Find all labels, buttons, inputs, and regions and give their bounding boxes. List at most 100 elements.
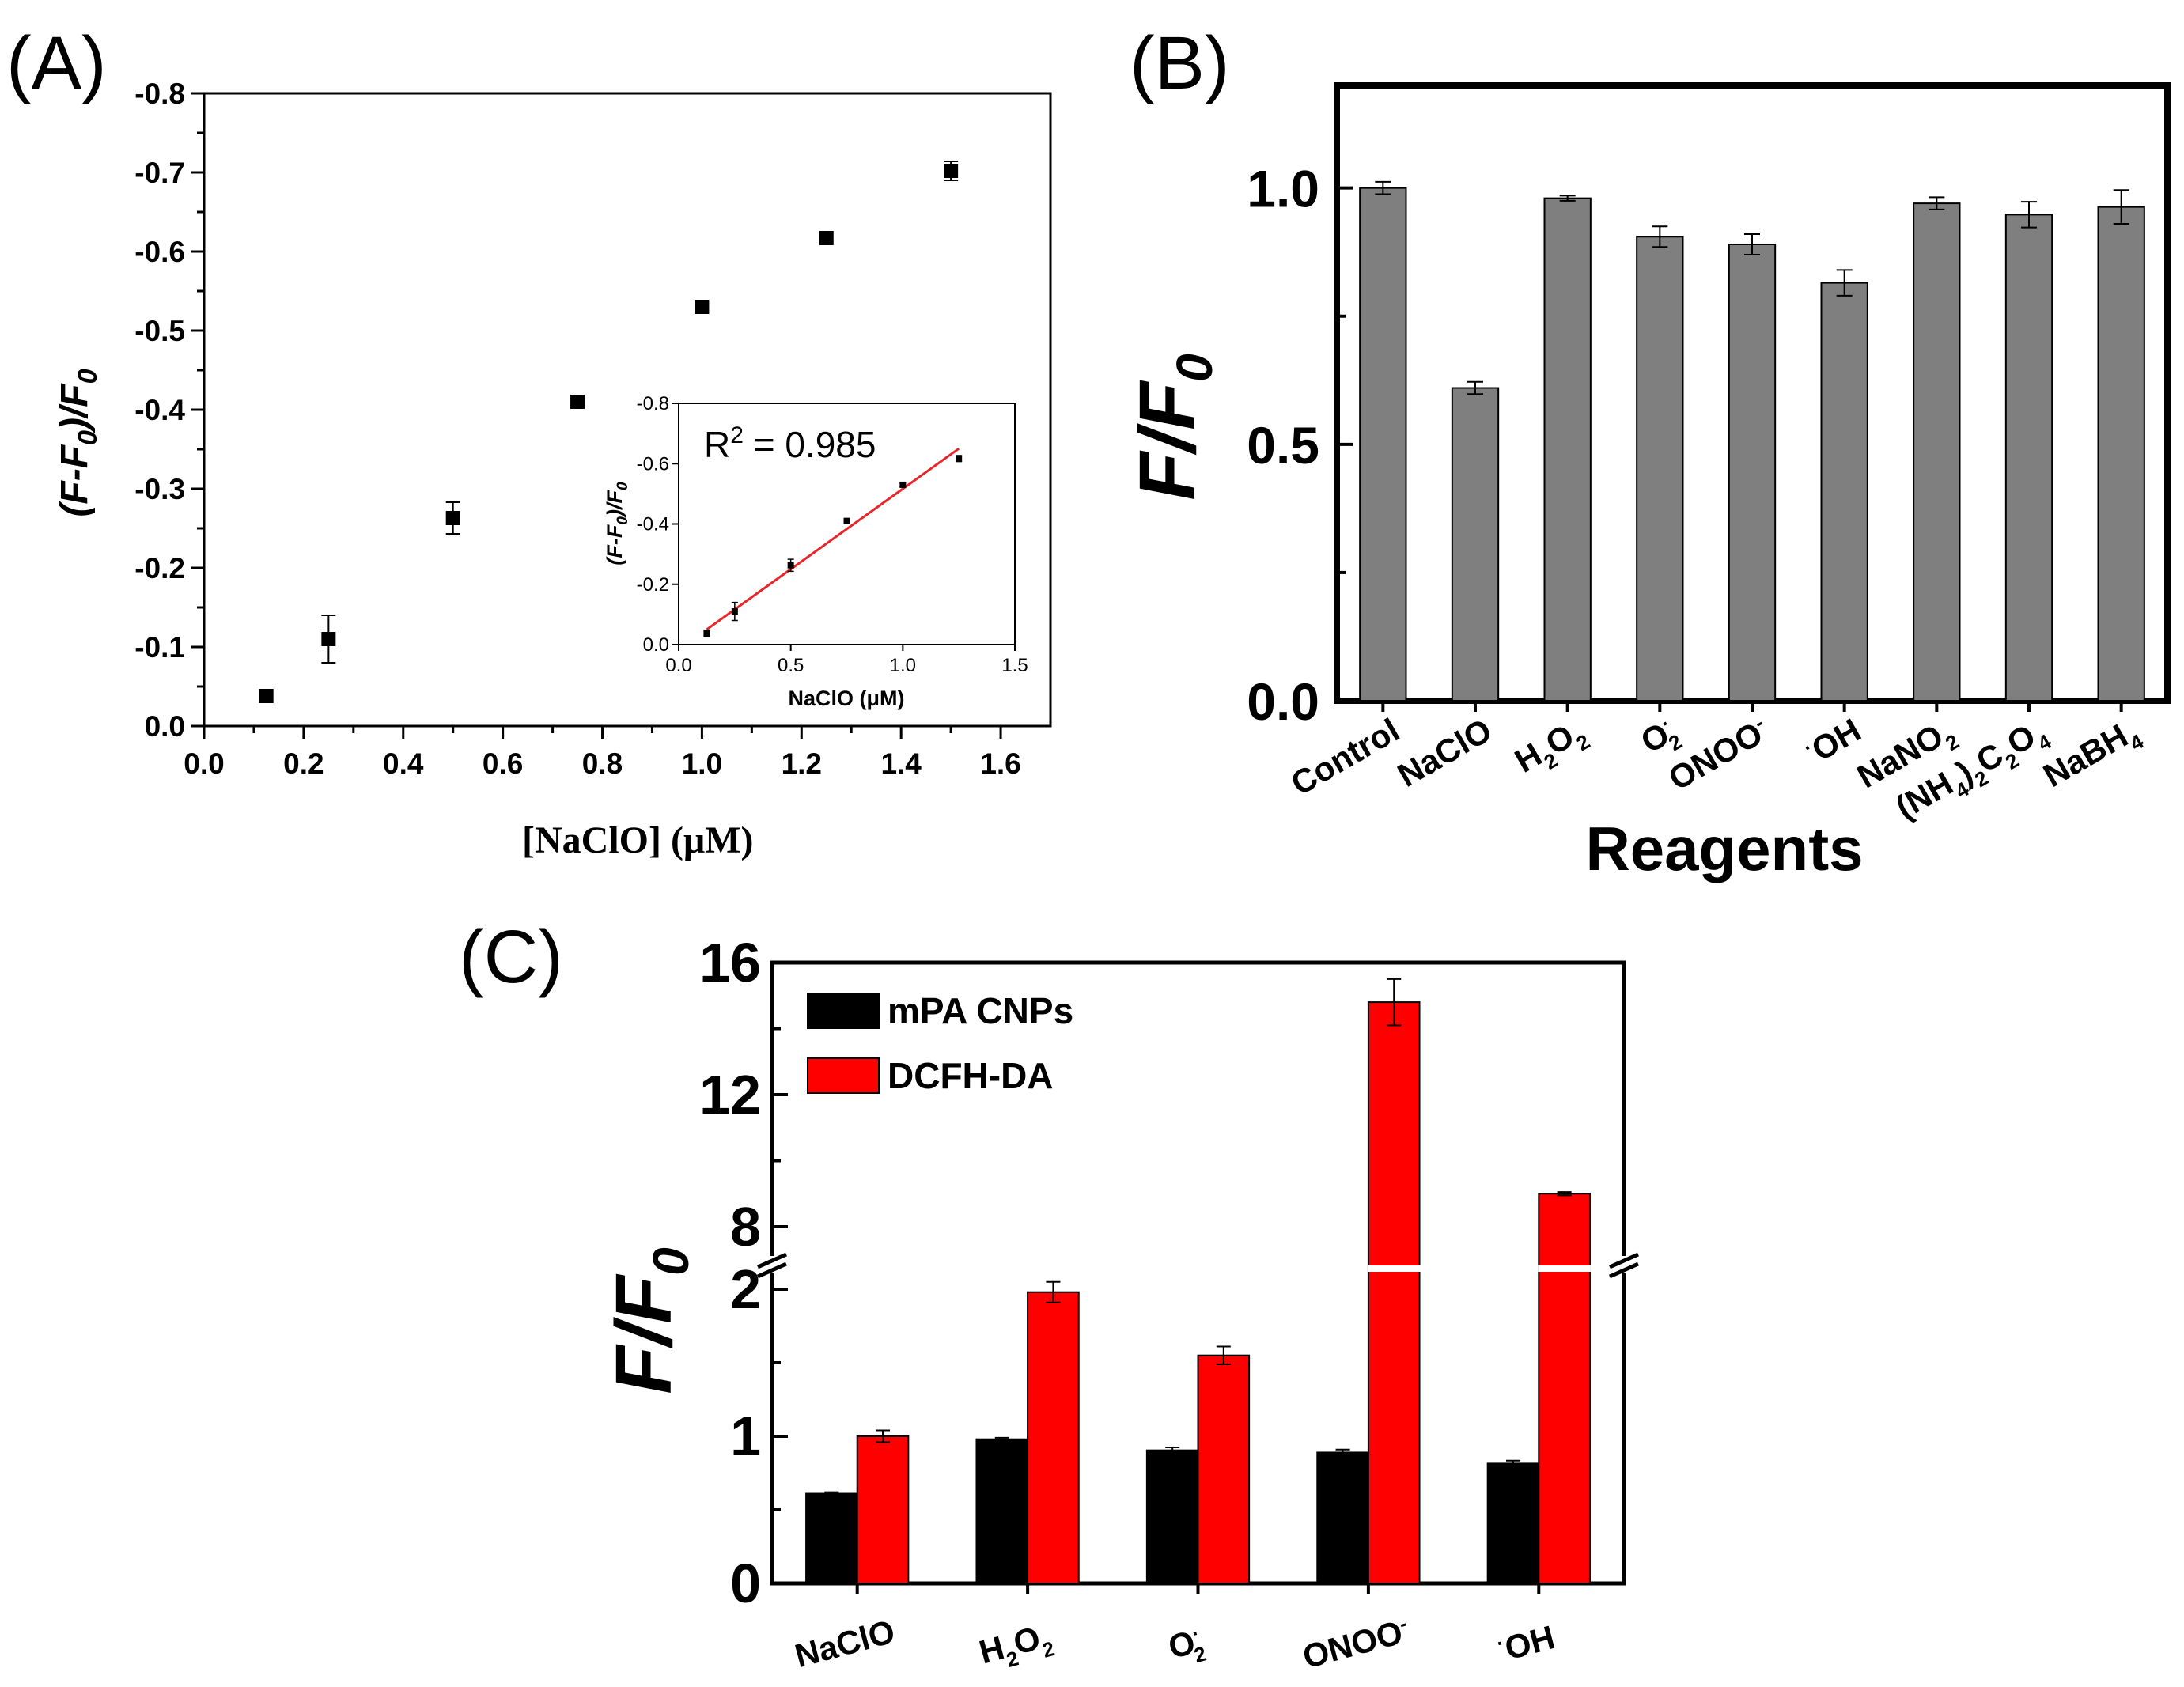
legend-label: mPA CNPs xyxy=(888,990,1073,1031)
inset-x-tick-label: 0.5 xyxy=(778,655,804,676)
bar xyxy=(2097,206,2145,702)
label-sub: 2 xyxy=(1191,1641,1209,1667)
y-tick-label: 0.0 xyxy=(1247,672,1319,731)
label-main: ONOO xyxy=(1662,714,1769,797)
category-label: H2O2 xyxy=(1508,711,1594,786)
bar xyxy=(2004,214,2053,702)
y-tick-label: 0.5 xyxy=(1247,416,1319,475)
inset-r2-annotation: R2 = 0.985 xyxy=(704,422,876,465)
inset-y-tick-label: -0.4 xyxy=(637,514,669,535)
panel-c-y-label: F/F0 xyxy=(600,1247,699,1394)
bar-mpa-cnps xyxy=(1486,1462,1540,1585)
x-tick-label: 0.6 xyxy=(483,747,523,780)
y-tick-label: -0.5 xyxy=(134,315,185,347)
panel-c-label: (C) xyxy=(459,915,563,999)
y-tick-label: -0.7 xyxy=(134,157,185,189)
inset-y-tick-label: -0.6 xyxy=(637,453,669,475)
category-label: ·OH xyxy=(1494,1617,1559,1669)
bar-dcfh-da xyxy=(856,1435,910,1584)
panel-a-label: (A) xyxy=(6,21,107,105)
panel-c-axis-break xyxy=(756,1252,1640,1279)
y-tick-label: 0.0 xyxy=(145,710,185,743)
inset-y-label: (F-F0)/F0 xyxy=(603,482,631,565)
inset-y-tick-label: -0.8 xyxy=(637,393,669,414)
x-tick-label: 1.2 xyxy=(782,747,822,780)
bar-mpa-cnps xyxy=(1145,1449,1199,1585)
category-label: O·2 xyxy=(1164,1621,1209,1673)
axis-break-mark xyxy=(1608,1252,1640,1269)
label-main: H xyxy=(975,1628,1008,1670)
inset-x-tick-label: 0.0 xyxy=(665,655,691,676)
panel-b-y-ticks: 0.0 0.5 1.0 xyxy=(1247,160,1353,731)
y-tick-label: 1.0 xyxy=(1247,160,1319,218)
bar xyxy=(1820,282,1868,702)
bar xyxy=(1543,197,1592,702)
label-main: NaBH xyxy=(2037,717,2134,794)
panel-a-y-label: (F-F0)/F0 xyxy=(54,369,103,516)
bar-break-gap xyxy=(1367,1265,1421,1272)
axis-break-mark xyxy=(756,1252,788,1269)
y-tick-label: -0.2 xyxy=(134,552,185,584)
label-main: ONOO xyxy=(1299,1613,1406,1676)
x-tick-label: 0.8 xyxy=(582,747,623,780)
x-tick-label: 0.4 xyxy=(383,747,424,780)
y-tick-label: 0 xyxy=(730,1553,761,1614)
bar-mpa-cnps xyxy=(805,1492,858,1585)
inset-fit-line xyxy=(706,447,960,631)
inset-x-label: NaClO (μM) xyxy=(788,687,904,710)
bar xyxy=(1636,236,1684,702)
category-label: NaClO xyxy=(791,1613,899,1675)
panel-a-x-label: [NaClO] (μM) xyxy=(522,819,753,861)
inset-data-point xyxy=(703,630,710,637)
y-tick-label: -0.6 xyxy=(134,236,185,268)
y-tick-label: 12 xyxy=(699,1064,761,1125)
x-tick-label: 1.6 xyxy=(980,747,1020,780)
y-tick-label: -0.8 xyxy=(134,78,185,110)
y-tick-label: 16 xyxy=(699,932,761,993)
panel-a-inset: 0.0 0.5 1.0 1.5 0.0 -0.2 -0.4 -0.6 -0.8 R2 = 0.… xyxy=(603,393,1028,710)
inset-x-ticks: 0.0 0.5 1.0 1.5 xyxy=(665,645,1028,676)
x-tick-label: 1.4 xyxy=(880,747,922,780)
bar xyxy=(1451,387,1500,702)
label-main: OH xyxy=(1501,1618,1558,1667)
panel-a-x-ticks: 0.0 0.2 0.4 0.6 0.8 1.0 1.2 1.4 1.6 xyxy=(184,726,1021,780)
inset-data-point xyxy=(731,608,738,615)
panel-c-category-labels: NaClO H2O2 O·2 ONOO- ·OH xyxy=(791,1611,1559,1678)
bar-break-gap xyxy=(1538,1265,1591,1272)
label-main: NaClO xyxy=(791,1613,899,1675)
panel-b-x-label: Reagents xyxy=(1585,814,1863,883)
inset-points xyxy=(703,455,963,637)
data-point xyxy=(570,395,585,409)
bar-dcfh-da xyxy=(1027,1291,1080,1584)
bar-mpa-cnps xyxy=(975,1438,1029,1584)
data-point xyxy=(695,300,710,314)
legend-swatch-dcfh-da xyxy=(807,1057,880,1094)
category-label: NaBH4 xyxy=(2037,711,2148,801)
panel-b-bars xyxy=(1359,180,2145,712)
bar-dcfh-da xyxy=(1367,1001,1421,1584)
category-label: H2O2 xyxy=(975,1616,1057,1678)
inset-y-tick-label: 0.0 xyxy=(643,634,669,656)
y-tick-label: -0.3 xyxy=(134,473,185,505)
panel-b-label: (B) xyxy=(1130,21,1230,105)
bar xyxy=(1359,187,1407,702)
axis-break-mark xyxy=(1608,1261,1640,1279)
axis-break-mark xyxy=(756,1261,788,1279)
category-label: ONOO- xyxy=(1299,1611,1414,1676)
panel-a-y-ticks: 0.0 -0.1 -0.2 -0.3 -0.4 -0.5 -0.6 -0.7 -0.8 xyxy=(134,78,204,743)
bar-dcfh-da xyxy=(1197,1354,1251,1584)
inset-x-tick-label: 1.0 xyxy=(890,655,916,676)
x-tick-label: 0.0 xyxy=(184,747,224,780)
y-tick-label: -0.1 xyxy=(134,631,185,664)
bar xyxy=(1728,243,1777,702)
data-point xyxy=(321,632,336,646)
inset-x-tick-label: 1.5 xyxy=(1001,655,1028,676)
y-tick-label: 2 xyxy=(730,1258,761,1320)
panel-b-y-label: F/F0 xyxy=(1123,354,1223,501)
data-point xyxy=(944,164,959,178)
y-tick-label: -0.4 xyxy=(134,394,185,426)
